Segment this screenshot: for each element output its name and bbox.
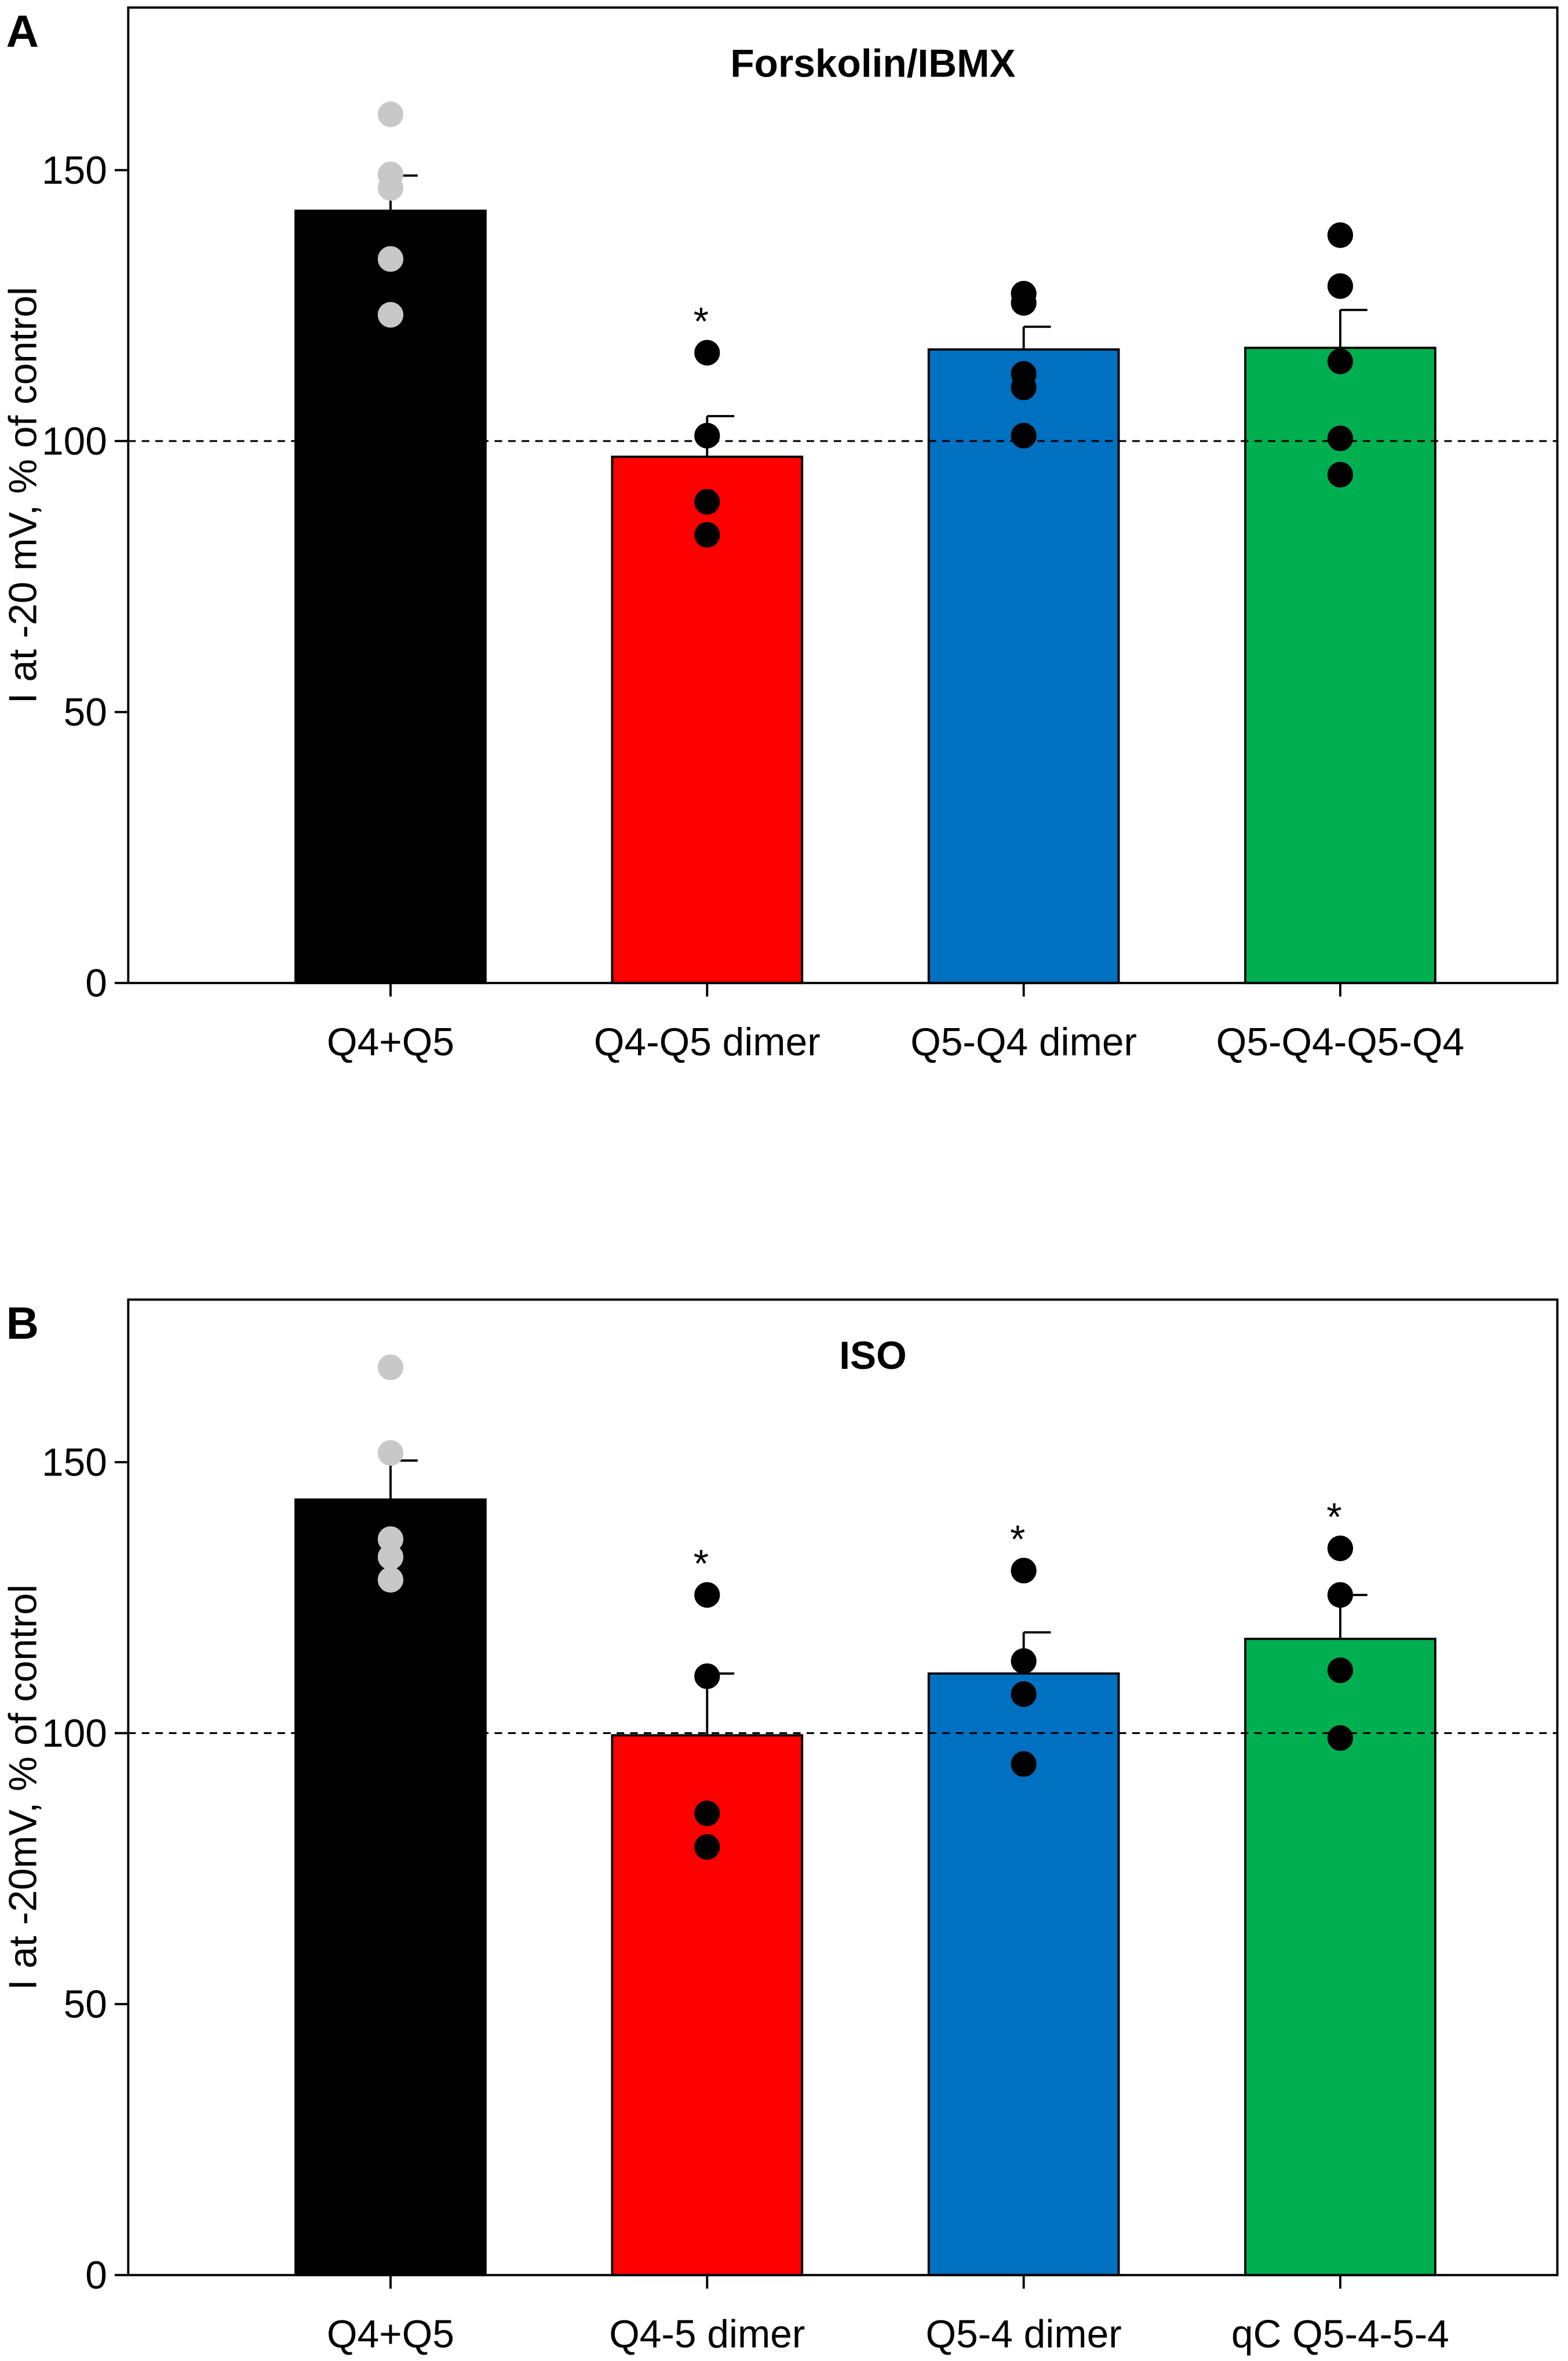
- data-point: [377, 246, 404, 272]
- data-point: [694, 340, 720, 366]
- data-point: [694, 1582, 720, 1608]
- y-tick-label: 100: [42, 1712, 107, 1755]
- data-point: [694, 489, 720, 515]
- y-tick-label: 0: [85, 2254, 107, 2297]
- data-point: [377, 1544, 404, 1570]
- data-point: [1327, 348, 1354, 374]
- x-tick-label: Q5-4 dimer: [926, 2313, 1122, 2356]
- data-point: [694, 1663, 720, 1689]
- x-tick-label: Q4-Q5 dimer: [594, 1021, 821, 1064]
- data-point: [1327, 1657, 1354, 1684]
- significance-marker: *: [1010, 1518, 1025, 1561]
- data-point: [694, 422, 720, 449]
- data-point: [1327, 425, 1354, 451]
- significance-marker: *: [1326, 1496, 1341, 1539]
- y-tick-label: 50: [64, 691, 107, 734]
- bar: [294, 1498, 487, 2276]
- data-point: [1327, 461, 1354, 488]
- data-point: [377, 302, 404, 328]
- data-point: [1011, 1681, 1037, 1707]
- plot-frame: [127, 6, 1559, 985]
- y-tick-label: 50: [64, 1983, 107, 2027]
- data-point: [694, 1800, 720, 1827]
- panel-label: A: [6, 6, 39, 57]
- data-point: [1011, 1557, 1037, 1584]
- data-point: [1011, 1751, 1037, 1777]
- data-point: [1327, 1535, 1354, 1561]
- y-tick-label: 150: [42, 1441, 107, 1484]
- data-point: [377, 1354, 404, 1380]
- data-point: [377, 1566, 404, 1593]
- data-point: [694, 1834, 720, 1860]
- chart-title: ISO: [839, 1334, 907, 1378]
- significance-marker: *: [694, 1542, 709, 1586]
- y-axis-label: I at -20mV, % of control: [2, 1584, 45, 1990]
- plot-frame: [127, 1298, 1559, 2276]
- data-point: [1327, 1725, 1354, 1751]
- x-tick-label: Q4+Q5: [327, 2313, 454, 2356]
- y-tick-label: 100: [42, 420, 107, 464]
- significance-marker: *: [694, 300, 709, 343]
- data-point: [1011, 290, 1037, 316]
- x-tick-label: Q5-Q4-Q5-Q4: [1216, 1021, 1464, 1064]
- chart-title: Forskolin/IBMX: [730, 42, 1015, 86]
- data-point: [1327, 222, 1354, 248]
- bar: [294, 209, 487, 985]
- data-point: [1011, 374, 1037, 400]
- data-point: [1011, 422, 1037, 449]
- y-tick-label: 0: [85, 962, 107, 1005]
- data-point: [377, 175, 404, 201]
- x-tick-label: Q4-5 dimer: [609, 2313, 805, 2356]
- y-tick-label: 150: [42, 149, 107, 192]
- y-axis-label: I at -20 mV, % of control: [2, 287, 45, 704]
- data-point: [1327, 1582, 1354, 1608]
- x-tick-label: Q5-Q4 dimer: [910, 1021, 1137, 1064]
- x-tick-label: Q4+Q5: [327, 1021, 454, 1064]
- data-point: [694, 522, 720, 548]
- data-point: [377, 1440, 404, 1466]
- data-point: [377, 101, 404, 127]
- data-point: [1327, 273, 1354, 299]
- panel-label: B: [6, 1298, 39, 1349]
- x-tick-label: qC Q5-4-5-4: [1231, 2313, 1449, 2356]
- data-point: [1011, 1648, 1037, 1674]
